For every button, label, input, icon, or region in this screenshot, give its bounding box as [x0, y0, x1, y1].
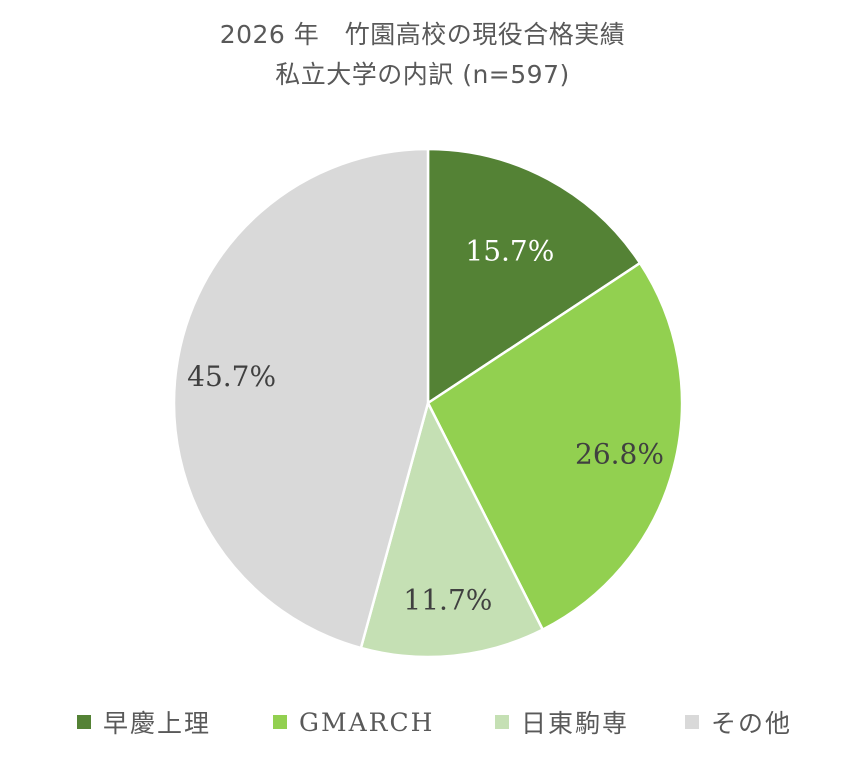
slice-label-3: 11.7%: [403, 584, 492, 617]
chart-subtitle: 私立大学の内訳 (n=597): [275, 60, 570, 89]
legend-label: 日東駒専: [521, 709, 630, 738]
pie-chart: 15.7% 26.8% 11.7% 45.7%: [172, 147, 684, 659]
legend-swatch: [685, 715, 699, 729]
pie-slice-4: [172, 147, 430, 650]
legend-item-1: 早慶上理: [77, 700, 211, 744]
legend: 早慶上理 GMARCH 日東駒専 その他: [0, 700, 845, 744]
legend-label: GMARCH: [299, 707, 435, 737]
chart-title: 2026 年 竹園高校の現役合格実績: [219, 20, 626, 49]
legend-swatch: [495, 715, 509, 729]
legend-swatch: [77, 715, 91, 729]
slice-label-4: 45.7%: [187, 360, 276, 393]
legend-item-4: その他: [685, 700, 792, 744]
legend-swatch: [273, 715, 287, 729]
pie-slice-3: [359, 401, 544, 659]
pie-labels: 15.7% 26.8% 11.7% 45.7%: [187, 234, 664, 616]
legend-label: その他: [711, 709, 793, 738]
slice-label-1: 15.7%: [465, 234, 554, 267]
pie-slice-2: [426, 261, 684, 631]
legend-item-2: GMARCH: [273, 700, 434, 744]
legend-label: 早慶上理: [103, 709, 212, 738]
pie-slice-1: [426, 147, 642, 405]
legend-item-3: 日東駒専: [495, 700, 629, 744]
slice-label-2: 26.8%: [575, 437, 664, 470]
pie-slices: [172, 147, 684, 659]
